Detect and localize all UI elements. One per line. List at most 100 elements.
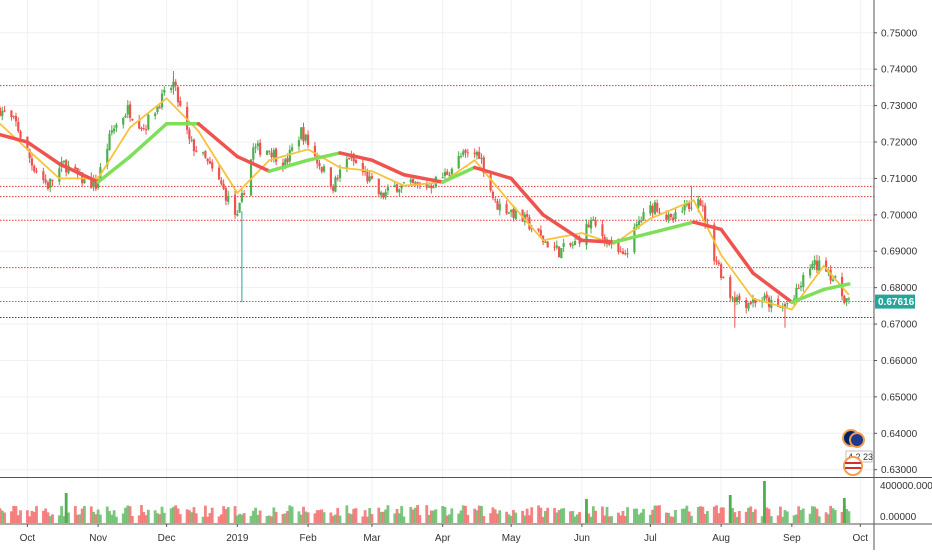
candle-body[interactable] [494, 199, 497, 201]
candle-body[interactable] [505, 204, 508, 214]
candle-body[interactable] [831, 279, 835, 282]
candle-body[interactable] [478, 151, 481, 159]
candle-body[interactable] [170, 87, 173, 91]
candle-body[interactable] [720, 264, 723, 279]
candle-body[interactable] [462, 151, 465, 155]
candle-body[interactable] [90, 177, 93, 189]
candle-body[interactable] [252, 147, 255, 160]
candle-body[interactable] [322, 166, 326, 172]
candle-body[interactable] [560, 247, 563, 259]
candle-body[interactable] [144, 129, 148, 131]
candle-body[interactable] [320, 167, 323, 172]
candle-body[interactable] [393, 185, 396, 188]
candle-body[interactable] [348, 157, 351, 160]
candle-body[interactable] [377, 178, 380, 195]
candle-body[interactable] [626, 253, 629, 255]
flag-icon-us[interactable] [843, 456, 863, 476]
candle-body[interactable] [735, 296, 739, 302]
candle-body[interactable] [621, 251, 625, 254]
candle-body[interactable] [300, 127, 303, 140]
candle-body[interactable] [42, 171, 45, 180]
candle-body[interactable] [259, 142, 262, 155]
candle-body[interactable] [304, 134, 307, 141]
candle-body[interactable] [398, 189, 401, 193]
candle-body[interactable] [427, 186, 431, 188]
candle-body[interactable] [156, 105, 159, 112]
candle-body[interactable] [44, 179, 47, 183]
candle-body[interactable] [592, 219, 595, 221]
candle-body[interactable] [847, 298, 850, 300]
candle-body[interactable] [272, 150, 275, 158]
candle-body[interactable] [658, 212, 661, 214]
candle-body[interactable] [131, 118, 134, 121]
candle-body[interactable] [211, 162, 214, 169]
candle-body[interactable] [594, 220, 597, 226]
candle-body[interactable] [208, 161, 212, 164]
candle-body[interactable] [683, 203, 686, 211]
candle-body[interactable] [587, 224, 590, 228]
candle-body[interactable] [238, 202, 241, 213]
candle-body[interactable] [637, 220, 641, 226]
candle-body[interactable] [665, 214, 668, 220]
candle-body[interactable] [128, 104, 132, 118]
candle-body[interactable] [701, 205, 704, 207]
candle-body[interactable] [384, 191, 387, 198]
candle-body[interactable] [526, 214, 529, 217]
candle-body[interactable] [176, 87, 180, 103]
candle-body[interactable] [656, 203, 659, 212]
candle-body[interactable] [313, 145, 317, 157]
candle-body[interactable] [94, 179, 97, 189]
candle-body[interactable] [17, 121, 20, 132]
candle-body[interactable] [124, 115, 127, 118]
candle-body[interactable] [240, 193, 243, 202]
candle-body[interactable] [254, 146, 257, 148]
candle-body[interactable] [318, 163, 321, 167]
candle-body[interactable] [338, 169, 342, 179]
candle-body[interactable] [14, 115, 18, 122]
candle-body[interactable] [256, 143, 259, 147]
candle-body[interactable] [697, 198, 700, 209]
candle-body[interactable] [163, 89, 166, 93]
candle-body[interactable] [334, 177, 337, 192]
candle-body[interactable] [270, 152, 273, 158]
candle-body[interactable] [386, 186, 390, 191]
candle-body[interactable] [729, 277, 732, 298]
candle-body[interactable] [10, 110, 13, 117]
candle-body[interactable] [126, 105, 129, 115]
candle-body[interactable] [843, 296, 846, 304]
candle-body[interactable] [286, 158, 289, 163]
candle-body[interactable] [265, 150, 269, 155]
candle-body[interactable] [811, 263, 814, 269]
candle-body[interactable] [142, 128, 145, 130]
candle-body[interactable] [220, 180, 223, 185]
candle-body[interactable] [275, 148, 278, 162]
candle-body[interactable] [361, 163, 364, 172]
candle-body[interactable] [192, 139, 196, 152]
candle-body[interactable] [704, 205, 707, 224]
candle-body[interactable] [12, 116, 15, 118]
candle-body[interactable] [749, 301, 752, 304]
candle-body[interactable] [204, 151, 207, 158]
candle-body[interactable] [409, 179, 412, 183]
candle-body[interactable] [834, 276, 837, 279]
candle-body[interactable] [824, 260, 828, 272]
candle-body[interactable] [751, 299, 755, 303]
candle-body[interactable] [649, 205, 652, 214]
candle-body[interactable] [379, 192, 383, 196]
candle-body[interactable] [336, 178, 339, 180]
candle-body[interactable] [539, 229, 542, 236]
candle-body[interactable] [546, 241, 549, 248]
candle-body[interactable] [571, 244, 574, 246]
candle-body[interactable] [217, 167, 221, 180]
candle-body[interactable] [688, 202, 691, 209]
candle-body[interactable] [669, 213, 673, 218]
candle-body[interactable] [653, 202, 657, 214]
candle-body[interactable] [482, 157, 485, 174]
candle-body[interactable] [28, 149, 31, 159]
candle-body[interactable] [106, 149, 109, 166]
candle-body[interactable] [108, 133, 111, 150]
candle-body[interactable] [813, 259, 816, 265]
candle-body[interactable] [699, 200, 702, 206]
candle-body[interactable] [35, 171, 38, 173]
candle-body[interactable] [402, 182, 406, 184]
